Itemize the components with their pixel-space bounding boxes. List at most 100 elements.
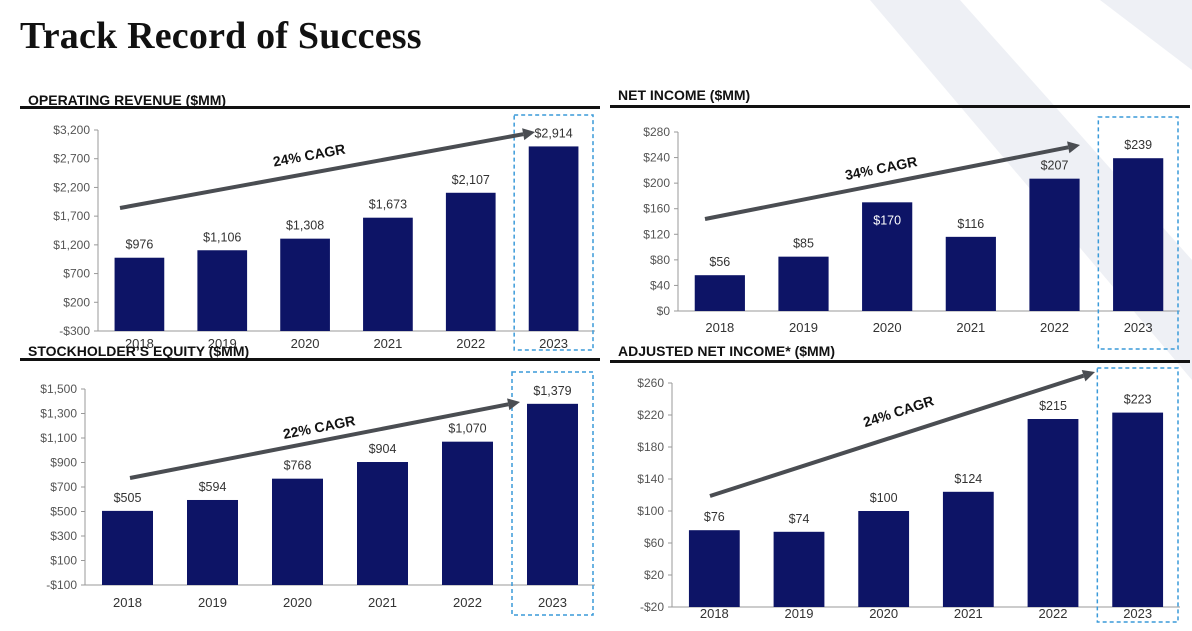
x-tick-label-2021: 2021 bbox=[368, 595, 397, 610]
x-tick-label-2020: 2020 bbox=[873, 320, 902, 335]
y-tick-label: $700 bbox=[50, 480, 77, 494]
data-label-2018: $56 bbox=[709, 255, 730, 269]
x-tick-label-2019: 2019 bbox=[785, 606, 814, 621]
x-tick-label-2022: 2022 bbox=[453, 595, 482, 610]
data-label-2021: $1,673 bbox=[369, 198, 407, 212]
cagr-label: 24% CAGR bbox=[861, 392, 936, 430]
data-label-2020: $100 bbox=[870, 491, 898, 505]
chart-adjusted-net-income: ADJUSTED NET INCOME* ($MM) -$20 $20 $60 $10… bbox=[610, 340, 1190, 628]
cagr-arrow-line bbox=[709, 373, 1085, 498]
x-tick-label-2019: 2019 bbox=[789, 320, 818, 335]
x-tick-label-2023: 2023 bbox=[539, 336, 568, 351]
x-tick-label-2020: 2020 bbox=[283, 595, 312, 610]
data-label-2021: $904 bbox=[369, 442, 397, 456]
x-tick-label-2021: 2021 bbox=[956, 320, 985, 335]
bar-2020 bbox=[280, 238, 330, 331]
data-label-2018: $76 bbox=[704, 510, 725, 524]
bar-2023 bbox=[528, 146, 579, 331]
y-tick-label: $2,200 bbox=[53, 180, 90, 194]
y-tick-label: $80 bbox=[650, 253, 670, 267]
cagr-arrow-line bbox=[119, 132, 524, 210]
data-label-2023: $239 bbox=[1124, 138, 1152, 152]
chart-plot: -$100 $100 $300 $500 $700 $900 $1,100 $1,300 $1,… bbox=[40, 371, 595, 616]
y-tick-label: $700 bbox=[63, 267, 90, 281]
x-tick-label-2019: 2019 bbox=[198, 595, 227, 610]
bar-2022 bbox=[442, 441, 493, 585]
data-label-2020: $1,308 bbox=[286, 219, 324, 233]
bar-2022 bbox=[445, 192, 496, 331]
y-tick-label: $1,300 bbox=[40, 407, 77, 421]
y-tick-label: $2,700 bbox=[53, 152, 90, 166]
x-tick-label-2018: 2018 bbox=[705, 320, 734, 335]
bar-2023 bbox=[1113, 158, 1164, 311]
chart-stockholders-equity: STOCKHOLDER’S EQUITY ($MM) -$100 $100 $300… bbox=[20, 340, 600, 616]
y-tick-label: $3,200 bbox=[53, 123, 90, 137]
title-rule bbox=[610, 105, 1190, 108]
x-tick-label-2021: 2021 bbox=[373, 336, 402, 351]
x-tick-label-2023: 2023 bbox=[1124, 320, 1153, 335]
page-title: Track Record of Success bbox=[20, 15, 422, 57]
y-tick-label: -$300 bbox=[59, 324, 90, 338]
x-tick-label-2018: 2018 bbox=[113, 595, 142, 610]
chart-title: ADJUSTED NET INCOME* ($MM) bbox=[618, 343, 836, 359]
data-label-2022: $2,107 bbox=[452, 173, 490, 187]
data-label-2023: $223 bbox=[1124, 393, 1152, 407]
y-tick-label: $200 bbox=[643, 176, 670, 190]
bar-2021 bbox=[945, 236, 996, 311]
y-tick-label: -$20 bbox=[640, 600, 664, 614]
y-tick-label: $1,700 bbox=[53, 209, 90, 223]
cagr-arrow-line bbox=[704, 145, 1069, 221]
x-tick-label-2020: 2020 bbox=[291, 336, 320, 351]
y-tick-label: $900 bbox=[50, 456, 77, 470]
chart-title: STOCKHOLDER’S EQUITY ($MM) bbox=[28, 343, 250, 359]
bar-2021 bbox=[363, 217, 413, 331]
highlight-box-2023 bbox=[511, 371, 594, 616]
bar-2020 bbox=[862, 202, 913, 311]
data-label-2020: $170 bbox=[873, 213, 901, 227]
x-tick-label-2022: 2022 bbox=[456, 336, 485, 351]
x-tick-label-2023: 2023 bbox=[538, 595, 567, 610]
data-label-2023: $2,914 bbox=[534, 126, 572, 140]
y-tick-label: $220 bbox=[637, 408, 664, 422]
cagr-arrow-head bbox=[1081, 369, 1095, 382]
y-tick-label: $280 bbox=[643, 125, 670, 139]
cagr-arrow-head bbox=[507, 398, 520, 411]
y-tick-label: $180 bbox=[637, 440, 664, 454]
x-tick-label-2018: 2018 bbox=[125, 336, 154, 351]
data-label-2022: $1,070 bbox=[448, 422, 486, 436]
y-tick-label: $1,100 bbox=[40, 431, 77, 445]
chart-title: OPERATING REVENUE ($MM) bbox=[28, 92, 227, 108]
bar-2018 bbox=[102, 510, 153, 585]
y-tick-label: $500 bbox=[50, 505, 77, 519]
x-tick-label-2022: 2022 bbox=[1039, 606, 1068, 621]
bar-2019 bbox=[187, 499, 238, 585]
x-tick-label-2018: 2018 bbox=[700, 606, 729, 621]
x-tick-label-2019: 2019 bbox=[208, 336, 237, 351]
x-tick-label-2023: 2023 bbox=[1123, 606, 1152, 621]
cagr-label: 24% CAGR bbox=[272, 141, 347, 170]
data-label-2019: $74 bbox=[789, 512, 810, 526]
title-rule bbox=[20, 358, 600, 361]
y-tick-label: $200 bbox=[63, 295, 90, 309]
bar-2022 bbox=[1027, 419, 1079, 607]
bar-2023 bbox=[527, 403, 578, 585]
chart-plot: -$300 $200 $700 $1,200 $1,700 $2,200 $2,700 $3,… bbox=[53, 114, 595, 351]
y-tick-label: $100 bbox=[50, 554, 77, 568]
data-label-2019: $594 bbox=[199, 480, 227, 494]
chart-plot: $0 $40 $80 $120 $160 $200 $240 $280 $56 2018 $85 20… bbox=[643, 116, 1180, 350]
y-tick-label: $140 bbox=[637, 472, 664, 486]
bar-2019 bbox=[773, 531, 825, 607]
chart-operating-revenue: OPERATING REVENUE ($MM) -$300 $200 $700 $1,… bbox=[20, 88, 600, 351]
y-tick-label: -$100 bbox=[46, 578, 77, 592]
y-tick-label: $300 bbox=[50, 529, 77, 543]
chart-plot: -$20 $20 $60 $100 $140 $180 $220 $260 $76 2018 $74… bbox=[637, 367, 1180, 623]
chart-net-income: NET INCOME ($MM) $0 $40 $80 $120 $160 $200 $24… bbox=[610, 85, 1190, 350]
data-label-2018: $976 bbox=[126, 238, 154, 252]
y-tick-label: $260 bbox=[637, 376, 664, 390]
data-label-2021: $124 bbox=[954, 472, 982, 486]
bar-2018 bbox=[694, 275, 745, 311]
x-tick-label-2021: 2021 bbox=[954, 606, 983, 621]
data-label-2019: $85 bbox=[793, 237, 814, 251]
data-label-2020: $768 bbox=[284, 459, 312, 473]
highlight-box-2023 bbox=[513, 114, 594, 351]
